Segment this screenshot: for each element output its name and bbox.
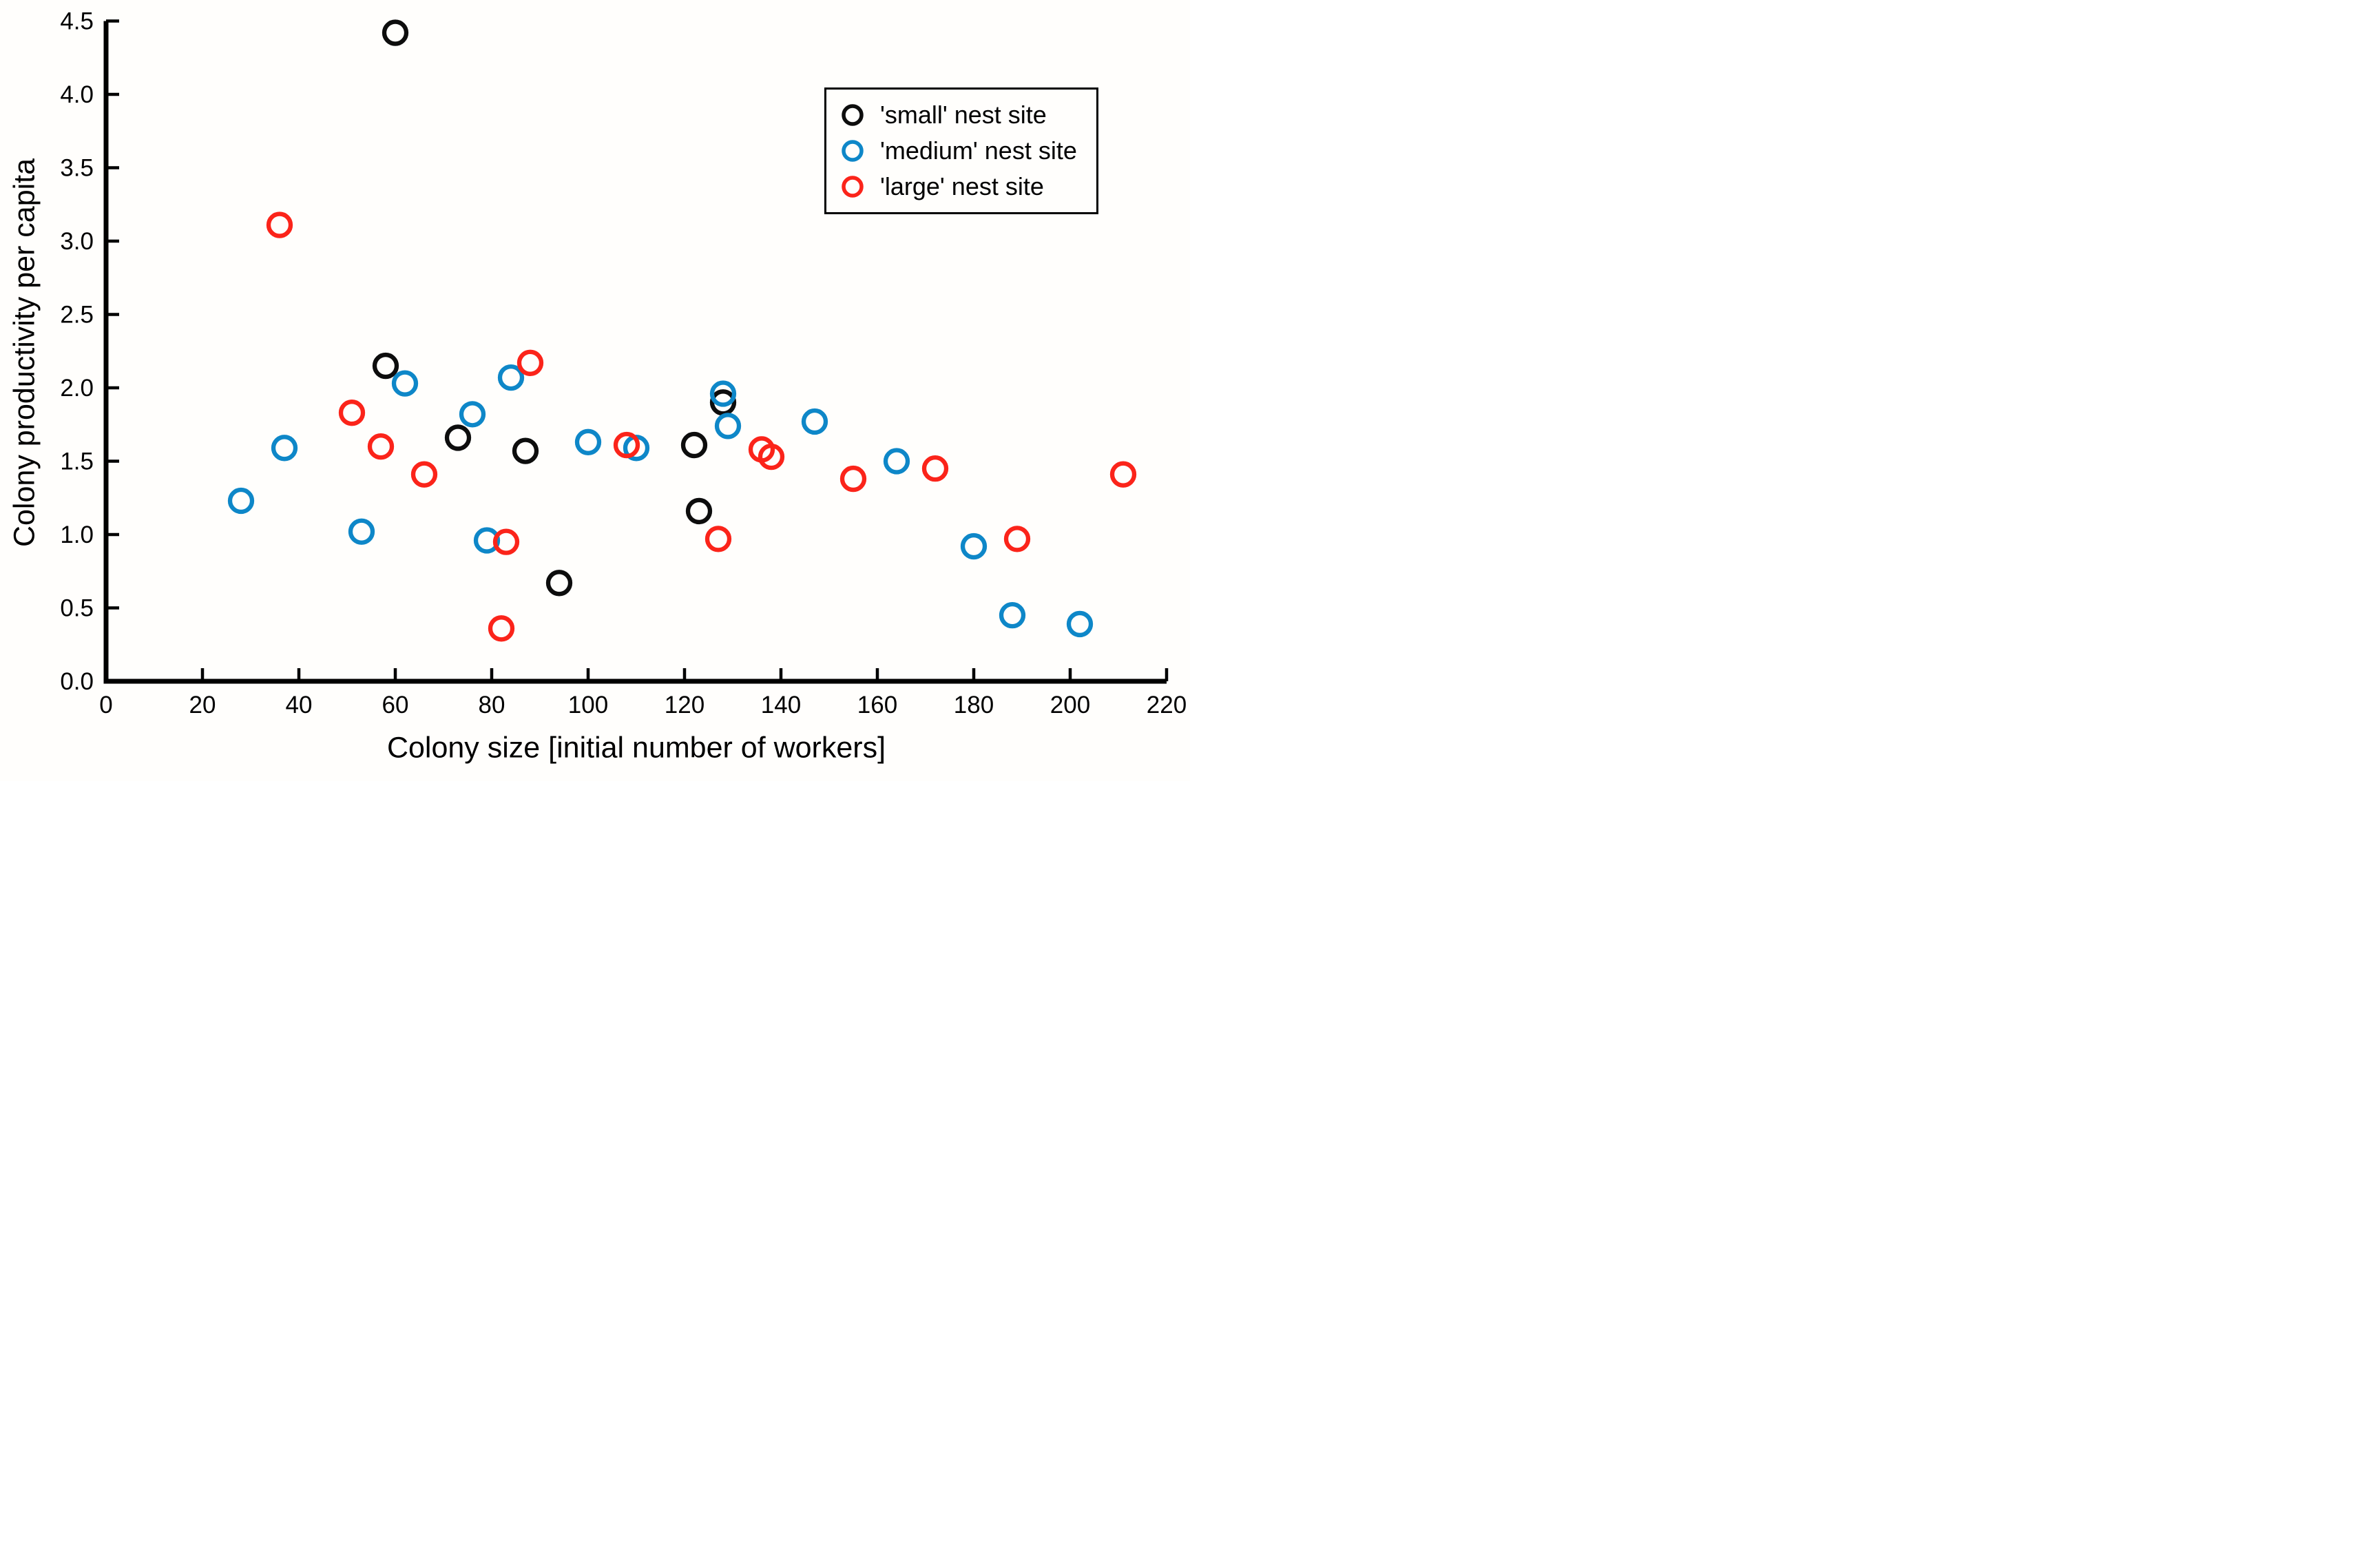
data-point-medium	[1066, 610, 1094, 638]
data-point-medium	[960, 532, 988, 560]
y-tick-label: 2.0	[60, 375, 94, 402]
data-point-small	[372, 352, 399, 380]
small-series-marker-icon	[842, 104, 864, 126]
data-point-medium	[574, 428, 602, 455]
large-series-marker-icon	[842, 176, 864, 198]
y-tick-label: 4.5	[60, 8, 94, 35]
data-point-small	[444, 424, 472, 451]
scatter-figure: 0 20 40 60 80 100 120 140 160 180 200 220 0.0 0.5 1.0 1…	[0, 0, 1190, 781]
x-tick-label: 160	[857, 692, 897, 718]
y-tick-label: 1.0	[60, 521, 94, 548]
y-tick-label: 0.5	[60, 595, 94, 622]
data-point-small	[680, 431, 708, 459]
data-point-large	[704, 526, 732, 552]
x-tick-label: 60	[382, 692, 409, 718]
y-tick-label: 1.5	[60, 448, 94, 475]
data-point-medium	[999, 602, 1026, 629]
x-tick-label: 140	[761, 692, 801, 718]
data-point-large	[266, 211, 293, 238]
data-point-medium	[714, 413, 742, 439]
data-point-small	[512, 437, 539, 464]
y-tick-label: 0.0	[60, 668, 94, 695]
legend-label-medium: 'medium' nest site	[880, 136, 1077, 165]
data-point-medium	[348, 518, 375, 545]
legend-item-large: 'large' nest site	[840, 172, 1077, 201]
scatter-plot: 0 20 40 60 80 100 120 140 160 180 200 220 0.0 0.5 1.0 1…	[60, 8, 1187, 719]
data-point-small	[685, 497, 713, 525]
legend-item-medium: 'medium' nest site	[840, 136, 1077, 165]
data-point-large	[758, 443, 785, 470]
y-axis-title: Colony productivity per capita	[8, 158, 41, 548]
legend: 'small' nest site 'medium' nest site 'la…	[824, 87, 1098, 214]
data-point-small	[709, 389, 737, 416]
data-point-medium	[709, 380, 737, 407]
data-point-large	[492, 528, 520, 555]
x-tick-label: 0	[99, 692, 112, 718]
data-point-large	[488, 615, 515, 642]
data-point-large	[367, 433, 395, 460]
x-tick-label: 80	[479, 692, 505, 718]
data-point-large	[613, 431, 640, 459]
data-point-large	[338, 400, 366, 426]
data-point-large	[921, 455, 949, 482]
y-tick-label: 2.5	[60, 302, 94, 329]
x-tick-label: 40	[286, 692, 313, 718]
data-point-medium	[883, 448, 910, 475]
x-tick-label: 120	[665, 692, 704, 718]
data-point-large	[1003, 526, 1031, 552]
data-point-medium	[473, 527, 501, 554]
data-point-large	[1109, 461, 1137, 488]
data-point-medium	[227, 487, 255, 515]
x-tick-label: 200	[1050, 692, 1090, 718]
data-point-medium	[801, 408, 828, 435]
y-tick-label: 3.0	[60, 228, 94, 255]
y-tick-label: 4.0	[60, 81, 94, 108]
y-tick-label: 3.5	[60, 155, 94, 182]
data-point-small	[382, 19, 409, 46]
data-point-medium	[271, 435, 298, 462]
data-point-medium	[391, 370, 419, 397]
x-axis-title: Colony size [initial number of workers]	[386, 731, 886, 765]
x-tick-label: 220	[1147, 692, 1187, 718]
data-point-medium	[497, 364, 525, 391]
x-tick-label: 20	[189, 692, 216, 718]
legend-label-small: 'small' nest site	[880, 101, 1047, 129]
data-point-large	[516, 349, 544, 376]
data-point-large	[839, 465, 867, 493]
x-tick-label: 100	[568, 692, 608, 718]
data-point-medium	[459, 401, 486, 428]
medium-series-marker-icon	[842, 140, 864, 162]
data-point-small	[545, 570, 573, 597]
data-point-large	[410, 461, 438, 488]
x-tick-label: 180	[954, 692, 994, 718]
legend-label-large: 'large' nest site	[880, 172, 1044, 200]
legend-item-small: 'small' nest site	[840, 101, 1077, 130]
